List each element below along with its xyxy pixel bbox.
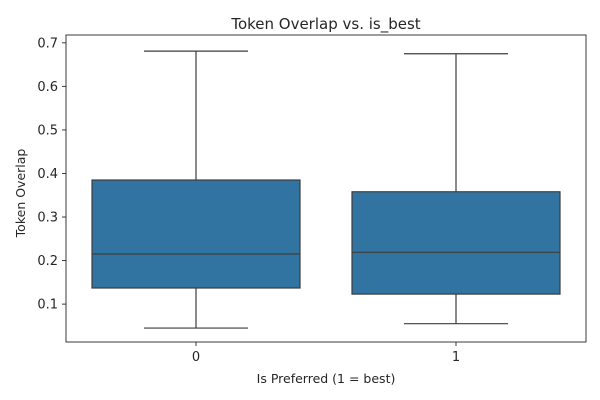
- y-axis-label: Token Overlap: [13, 149, 28, 239]
- y-tick-label: 0.5: [37, 123, 58, 138]
- y-tick-label: 0.1: [37, 298, 58, 313]
- plot-area: 0.1 0.2 0.3 0.4 0.5 0.6 0.7 0 1: [37, 34, 587, 365]
- chart-title: Token Overlap vs. is_best: [230, 15, 420, 34]
- x-tick-label: 1: [452, 350, 460, 365]
- iqr-box-1: [351, 191, 561, 295]
- y-tick-label: 0.2: [37, 254, 58, 269]
- y-tick-label: 0.3: [37, 211, 58, 226]
- iqr-box-0: [91, 179, 301, 289]
- y-tick-label: 0.6: [37, 80, 58, 95]
- y-tick-label: 0.4: [37, 167, 58, 182]
- x-tick-label: 0: [192, 350, 200, 365]
- plot-frame: [65, 34, 587, 343]
- y-tick-label: 0.7: [37, 36, 58, 51]
- x-axis-label: Is Preferred (1 = best): [257, 371, 396, 386]
